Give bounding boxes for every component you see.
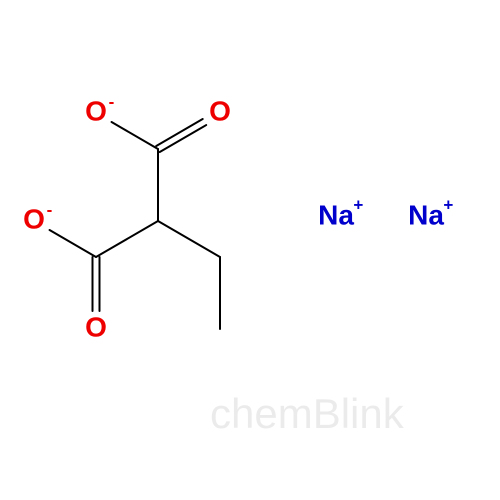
canvas-root: O-OO-O Na+Na+ chemBlink xyxy=(0,0,500,500)
counterion-1: Na+ xyxy=(408,195,453,230)
svg-text:Na: Na xyxy=(318,199,354,230)
svg-text:+: + xyxy=(353,195,363,214)
svg-text:O: O xyxy=(209,95,231,126)
svg-text:-: - xyxy=(109,93,115,112)
molecule-svg: O-OO-O Na+Na+ xyxy=(0,0,500,500)
atom-O3: O- xyxy=(23,201,52,235)
bond-layer xyxy=(50,119,220,329)
svg-text:Na: Na xyxy=(408,199,444,230)
counterion-0: Na+ xyxy=(318,195,363,230)
svg-text:O: O xyxy=(85,95,107,126)
svg-text:-: - xyxy=(47,201,53,220)
svg-text:O: O xyxy=(23,203,45,234)
svg-text:+: + xyxy=(443,195,453,214)
atom-O4: O xyxy=(85,311,107,342)
atom-O1: O- xyxy=(85,93,114,127)
atom-O2: O xyxy=(209,95,231,126)
counterion-layer: Na+Na+ xyxy=(318,195,453,230)
svg-text:O: O xyxy=(85,311,107,342)
